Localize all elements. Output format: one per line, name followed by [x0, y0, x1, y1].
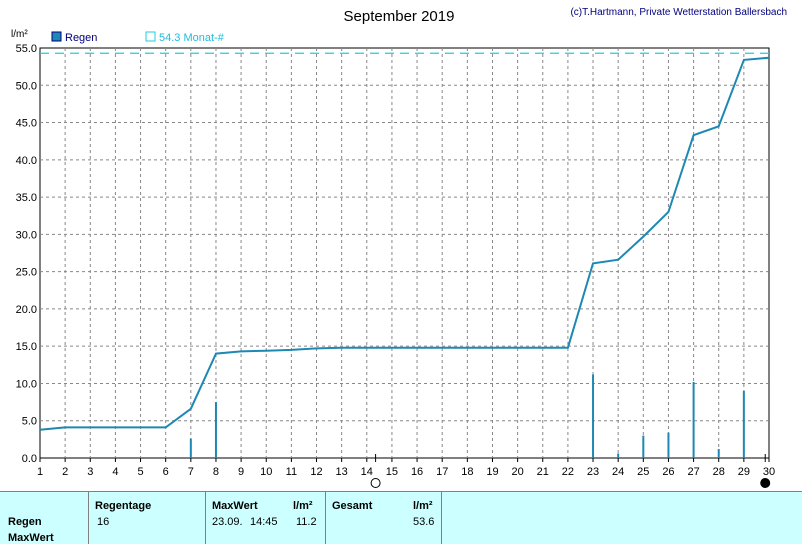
x-tick-label: 23: [587, 466, 599, 478]
chart-title: September 2019: [344, 8, 455, 25]
x-tick-label: 4: [112, 466, 118, 478]
y-tick-label: 35.0: [16, 192, 37, 204]
legend-month-label: 54.3 Monat-#: [159, 32, 225, 44]
x-tick-label: 19: [486, 466, 498, 478]
table-divider: [205, 492, 206, 544]
y-tick-labels: 0.0 5.0 10.0 15.0 20.0 25.0 30.0 35.0 40.0 45.0 50…: [16, 43, 37, 465]
x-tick-label: 12: [310, 466, 322, 478]
x-tick-label: 7: [188, 466, 194, 478]
rain-bar: [214, 402, 217, 458]
x-tick-label: 11: [286, 466, 297, 478]
value-max-time: 14:45: [250, 516, 278, 528]
x-tick-label: 21: [537, 466, 549, 478]
y-tick-label: 15.0: [16, 341, 37, 353]
header-maxwert: MaxWert: [212, 500, 258, 512]
y-tick-label: 20.0: [16, 304, 37, 316]
daily-rain-bars: [189, 374, 745, 458]
x-tick-label: 2: [62, 466, 68, 478]
table-divider: [441, 492, 442, 544]
row-label-regen: Regen: [8, 516, 42, 528]
y-tick-label: 30.0: [16, 229, 37, 241]
summary-table: Regen MaxWert Regentage 16 MaxWert l/m² …: [0, 491, 802, 544]
y-tick-label: 25.0: [16, 267, 37, 279]
y-tick-label: 40.0: [16, 155, 37, 167]
moon-phase-markers: [370, 454, 771, 488]
x-tick-label: 14: [361, 466, 373, 478]
legend-regen-swatch: [51, 31, 62, 42]
rain-bar: [592, 374, 595, 458]
x-tick-label: 26: [662, 466, 674, 478]
header-unit-2: l/m²: [413, 500, 433, 512]
x-tick-label: 3: [87, 466, 93, 478]
row-label-maxwert: MaxWert: [8, 532, 54, 544]
copyright-text: (c)T.Hartmann, Private Wetterstation Bal…: [570, 7, 787, 18]
y-gridlines: [40, 84, 769, 422]
x-tick-label: 8: [213, 466, 219, 478]
x-tick-label: 18: [461, 466, 473, 478]
x-tick-label: 5: [137, 466, 143, 478]
header-gesamt: Gesamt: [332, 500, 373, 512]
rain-bar: [642, 435, 645, 458]
rain-bar: [692, 381, 695, 458]
x-tick-label: 29: [738, 466, 750, 478]
y-tick-label: 0.0: [22, 453, 37, 465]
x-gridlines: [39, 48, 770, 462]
rain-bar: [667, 432, 670, 458]
rain-bar: [717, 449, 720, 458]
y-tick-label: 50.0: [16, 80, 37, 92]
rain-bar: [189, 438, 192, 458]
full-moon-icon: [370, 478, 381, 488]
legend-regen-label: Regen: [65, 32, 97, 44]
x-tick-label: 10: [260, 466, 272, 478]
x-tick-label: 28: [713, 466, 725, 478]
x-tick-label: 16: [411, 466, 423, 478]
value-gesamt: 53.6: [413, 516, 435, 528]
legend-month-swatch: [145, 31, 156, 42]
rain-chart: September 2019 (c)T.Hartmann, Private We…: [11, 7, 787, 488]
rain-bar: [742, 390, 745, 458]
x-tick-labels: 1 2 3 4 5 6 7 8 9 10 11 12 13 14 15 16 17 18 19 20 21 22 23 24 2…: [37, 466, 775, 478]
header-regentage: Regentage: [95, 500, 152, 512]
value-regentage: 16: [97, 516, 110, 528]
header-unit-1: l/m²: [293, 500, 313, 512]
y-tick-label: 10.0: [16, 378, 37, 390]
x-tick-label: 24: [612, 466, 624, 478]
y-axis-label: l/m²: [11, 29, 28, 40]
value-max-date: 23.09.: [212, 516, 243, 528]
y-tick-label: 45.0: [16, 118, 37, 130]
cumulative-rain-line: [39, 56, 770, 431]
x-tick-label: 27: [687, 466, 699, 478]
x-tick-label: 1: [37, 466, 43, 478]
x-tick-label: 15: [386, 466, 398, 478]
x-tick-label: 17: [436, 466, 448, 478]
value-max-value: 11.2: [296, 516, 317, 528]
x-tick-label: 20: [511, 466, 523, 478]
y-tick-label: 55.0: [16, 43, 37, 55]
x-tick-label: 9: [238, 466, 244, 478]
x-tick-label: 22: [562, 466, 574, 478]
table-divider: [88, 492, 89, 544]
x-tick-label: 30: [763, 466, 775, 478]
x-tick-label: 6: [163, 466, 169, 478]
new-moon-icon: [760, 478, 771, 488]
plot-area: [39, 47, 770, 459]
rain-bar: [617, 453, 620, 458]
y-tick-label: 5.0: [22, 416, 37, 428]
x-tick-label: 13: [336, 466, 348, 478]
x-tick-label: 25: [637, 466, 649, 478]
table-divider: [325, 492, 326, 544]
